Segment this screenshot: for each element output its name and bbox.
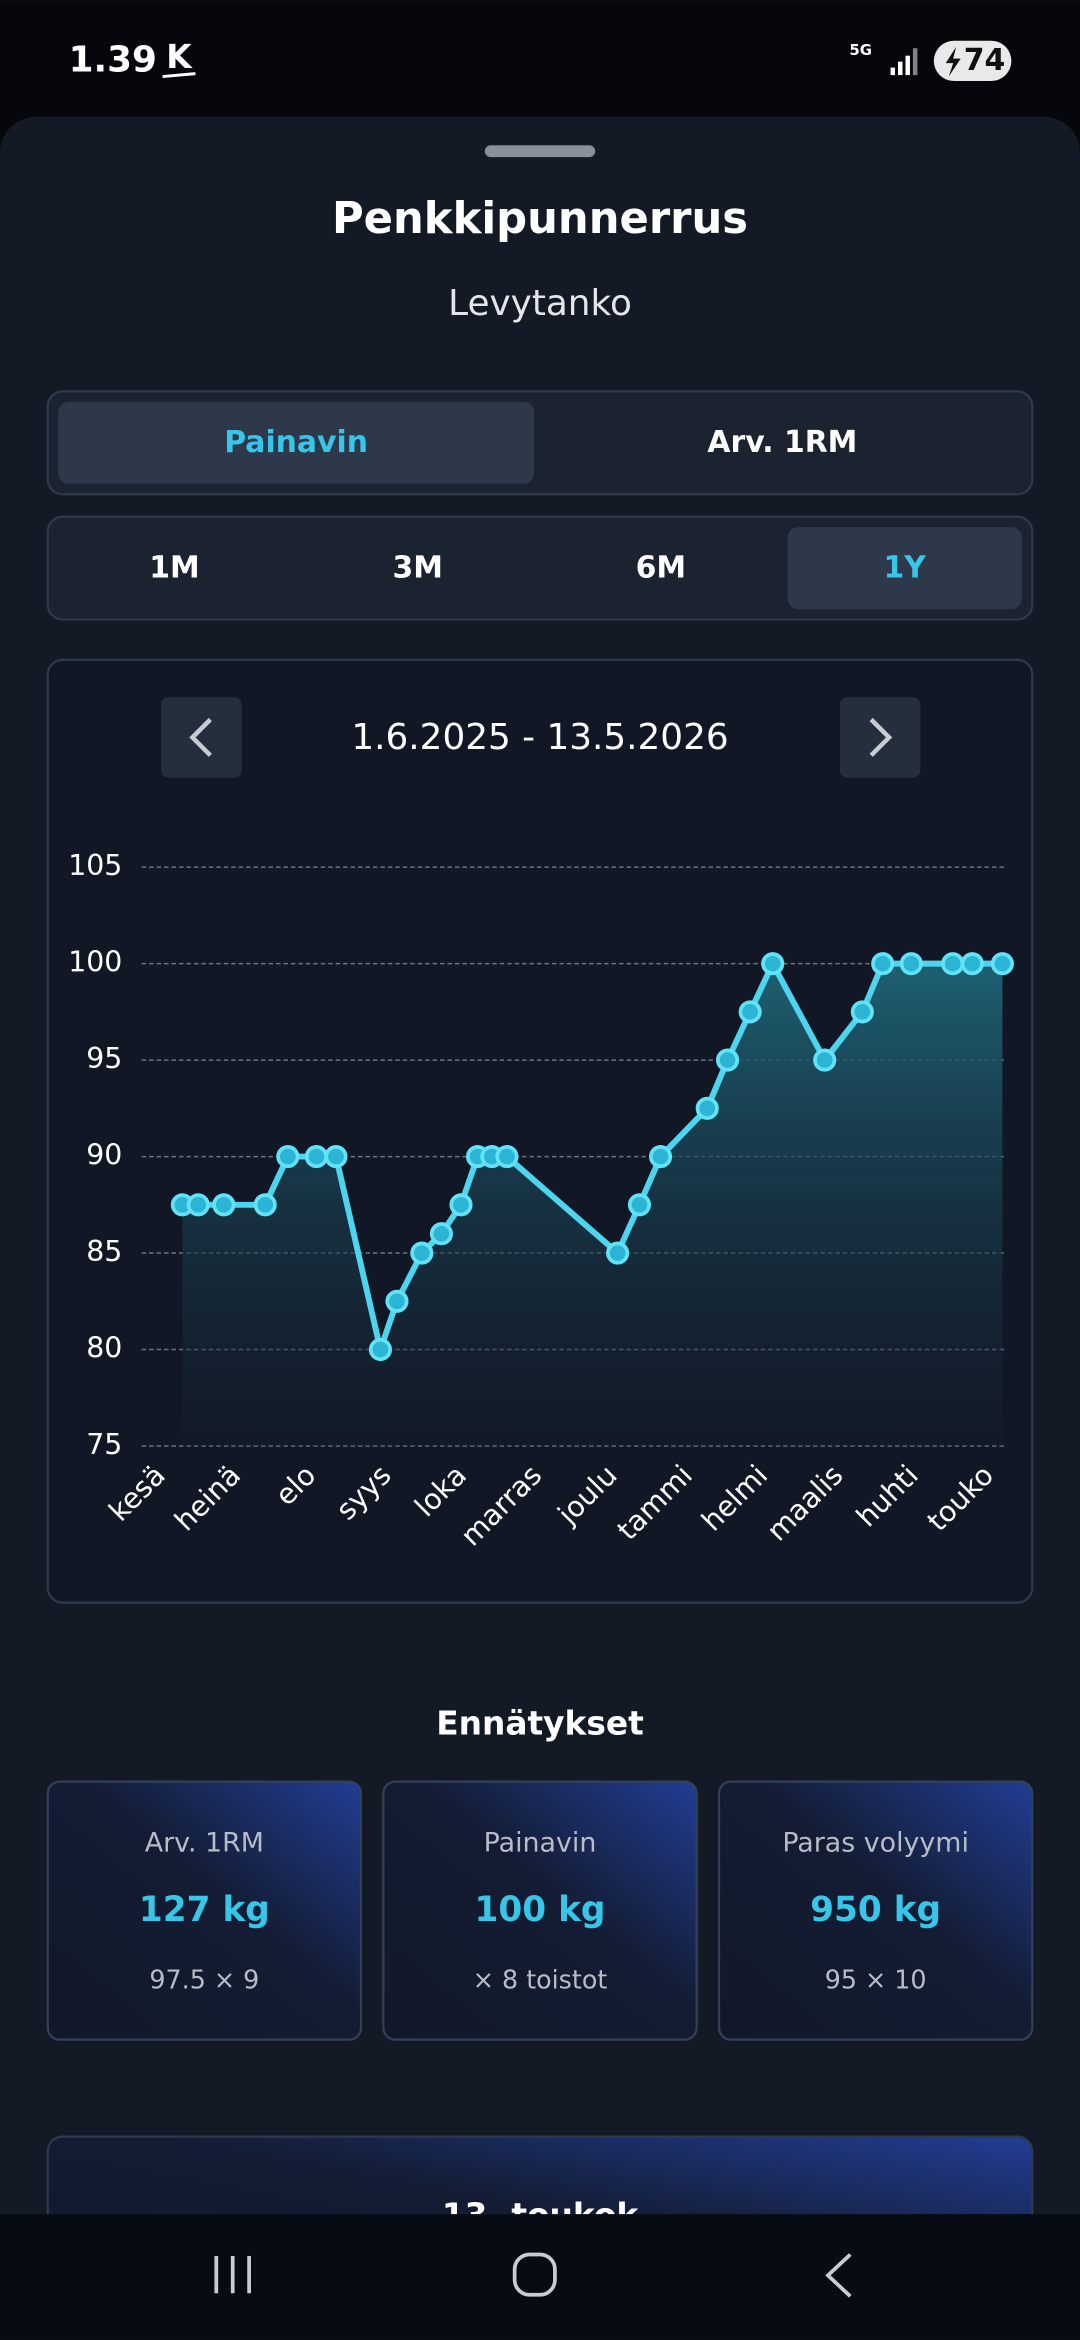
record-detail: × 8 toistot [473, 1964, 608, 1994]
y-tick-label: 80 [86, 1332, 122, 1365]
record-label: Paras volyymi [782, 1828, 969, 1859]
prev-arrow [189, 717, 212, 757]
point [871, 952, 895, 976]
point [761, 952, 785, 976]
record-detail: 97.5 × 9 [149, 1964, 259, 1994]
y-tick-label: 95 [86, 1042, 122, 1075]
signal-icon [890, 48, 918, 76]
point [304, 1145, 328, 1169]
metric-tab-active[interactable] [58, 401, 535, 484]
period-tabs: 1M 3M 6M 1Y [149, 527, 1022, 610]
point [449, 1193, 473, 1217]
record-detail: 95 × 10 [825, 1964, 927, 1994]
drag-handle[interactable] [484, 145, 596, 158]
record-value: 950 kg [810, 1890, 941, 1930]
point [716, 1048, 740, 1072]
nav-bar [0, 2214, 1080, 2340]
point [813, 1048, 837, 1072]
point [850, 1000, 874, 1024]
carrier-icon: K [166, 38, 193, 76]
nav-recents[interactable] [214, 2255, 251, 2294]
point [899, 952, 923, 976]
point [212, 1193, 236, 1217]
point [324, 1145, 348, 1169]
point [990, 952, 1014, 976]
records-title: Ennätykset [436, 1704, 644, 1742]
point [606, 1241, 630, 1265]
history-card[interactable] [46, 2135, 1034, 2316]
period-tab[interactable]: 1M [149, 550, 199, 585]
records: Arv. 1RM 127 kg 97.5 × 9 Painavin 100 kg × 8 … [46, 1780, 1034, 2041]
battery [933, 40, 1012, 82]
record-card [717, 1780, 1034, 2041]
point [648, 1145, 673, 1169]
point [429, 1222, 453, 1246]
point [941, 952, 965, 976]
charging-icon [945, 46, 961, 77]
date-range: 1.6.2025 - 13.5.2026 [351, 717, 728, 758]
metric-tab[interactable]: Painavin [224, 425, 368, 460]
network-type: 5G [849, 41, 872, 59]
period-tab[interactable]: 1Y [884, 550, 927, 585]
y-tick-label: 75 [86, 1428, 122, 1461]
next-button[interactable] [839, 697, 921, 778]
point [186, 1193, 210, 1217]
record-card [382, 1780, 698, 2041]
history-card-title: 13. toukok [442, 2197, 640, 2235]
point [695, 1096, 719, 1120]
carrier-underline [162, 72, 196, 79]
period-toggle [46, 515, 1034, 621]
metric-tab[interactable]: Arv. 1RM [707, 425, 857, 460]
nav-home[interactable] [512, 2252, 557, 2297]
period-tab[interactable]: 3M [392, 550, 442, 585]
nav-back[interactable] [825, 2253, 852, 2298]
y-tick-label: 100 [68, 946, 122, 979]
subtitle: Levytanko [448, 283, 632, 324]
battery-level: 74 [964, 43, 1006, 78]
record-value: 100 kg [475, 1890, 606, 1930]
point [960, 952, 984, 976]
period-tab[interactable]: 6M [636, 550, 686, 585]
status-time: 1.39 [69, 40, 157, 81]
y-tick-label: 90 [86, 1139, 122, 1172]
point [385, 1289, 409, 1313]
next-arrow [869, 717, 893, 757]
point [368, 1337, 392, 1362]
y-tick-label: 105 [68, 849, 122, 882]
point [495, 1145, 519, 1169]
record-label: Painavin [484, 1828, 597, 1859]
point [627, 1193, 652, 1217]
period-tab-active[interactable] [787, 527, 1022, 610]
point [253, 1193, 277, 1217]
y-tick-label: 85 [86, 1235, 122, 1268]
area [182, 963, 1003, 1446]
point [410, 1241, 434, 1265]
record-label: Arv. 1RM [145, 1828, 264, 1859]
history-card-group: 13. toukok [46, 2135, 1034, 2316]
record-card [46, 1780, 363, 2041]
title: Penkkipunnerrus [332, 194, 748, 244]
prev-button[interactable] [161, 697, 242, 778]
point [738, 1000, 762, 1024]
point [276, 1145, 300, 1169]
record-value: 127 kg [139, 1890, 270, 1930]
metric-tabs: Painavin Arv. 1RM [58, 401, 857, 484]
